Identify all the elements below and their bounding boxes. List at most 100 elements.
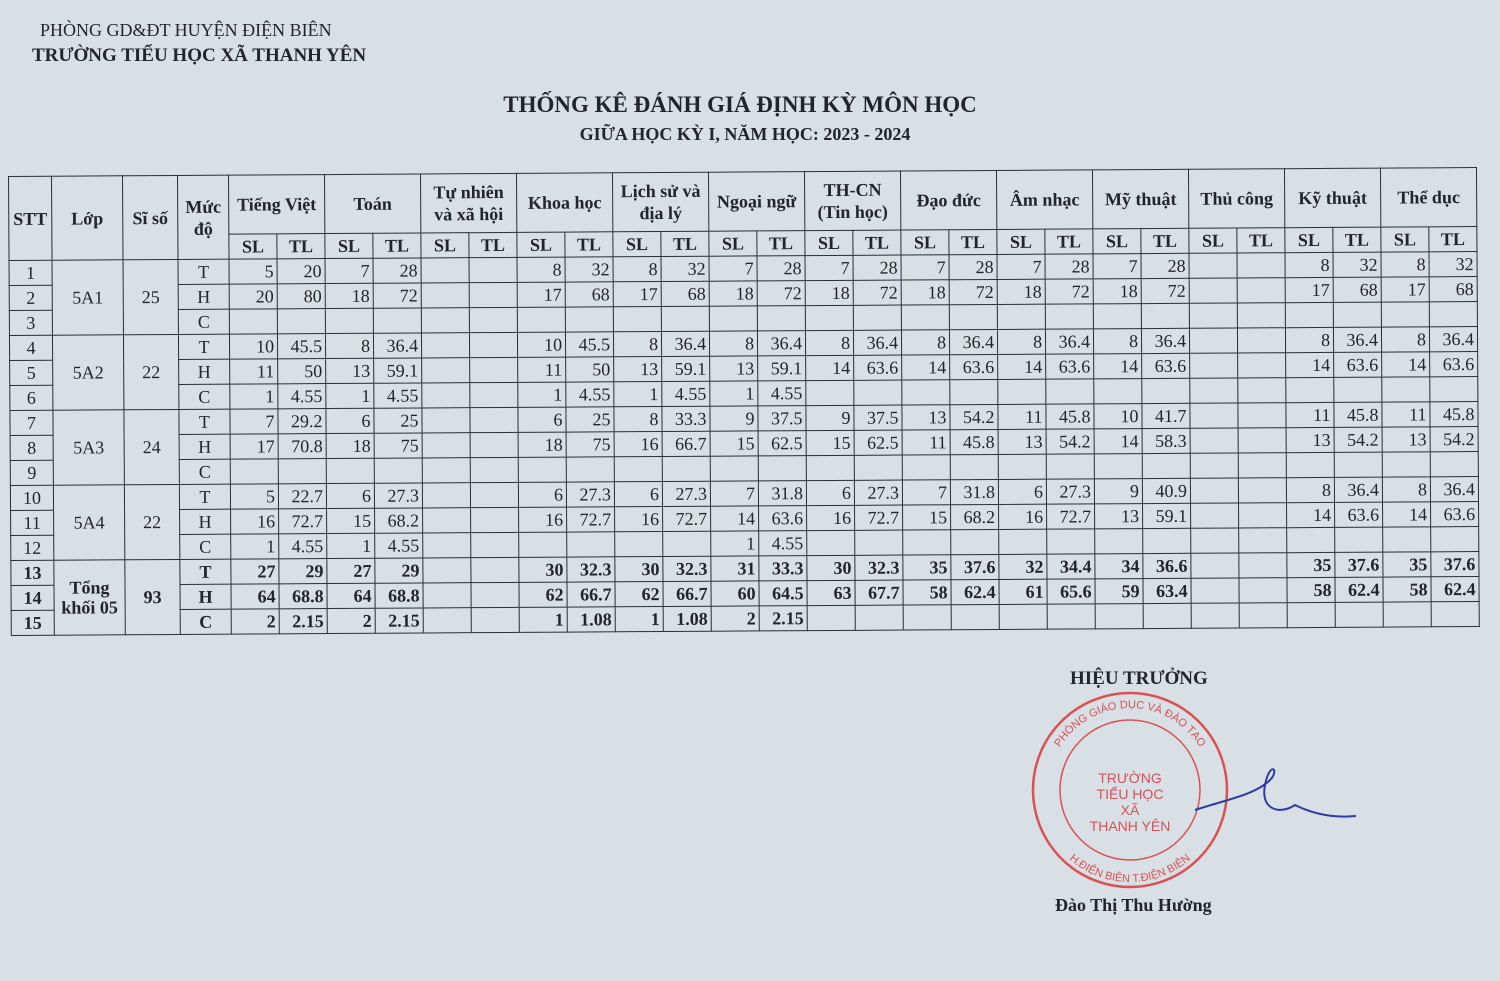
tl-cell: 27.3 — [566, 481, 615, 508]
level: T — [178, 409, 231, 435]
level: C — [179, 459, 231, 485]
tl-cell: 54.2 — [1430, 426, 1479, 452]
sl-cell: 9 — [1094, 478, 1143, 504]
sl-cell: 16 — [806, 505, 855, 531]
sl-cell — [903, 604, 952, 631]
sl-cell — [1094, 528, 1143, 554]
tl-cell — [1429, 376, 1478, 402]
tl-cell: 36.4 — [757, 330, 806, 356]
sl-cell: 13 — [709, 355, 758, 382]
stamp-inner-ring — [1059, 719, 1201, 861]
tl-cell — [1237, 402, 1287, 428]
sl-cell — [422, 557, 471, 583]
tl-cell: 25 — [373, 407, 423, 434]
sl-cell: 16 — [614, 506, 663, 532]
tl-cell: 72 — [373, 282, 422, 309]
sl-cell: 11 — [1285, 402, 1335, 428]
tl-cell — [1238, 502, 1287, 528]
sl-cell: 64 — [326, 583, 376, 609]
tl-header: TL — [660, 231, 710, 257]
subject-header: Tự nhiên và xã hội — [420, 173, 517, 233]
tl-cell: 68.8 — [278, 583, 328, 609]
sl-cell: 14 — [1381, 351, 1430, 378]
tl-cell — [374, 457, 423, 484]
tl-cell: 28 — [373, 257, 422, 284]
tl-cell: 37.5 — [757, 405, 807, 431]
tl-cell: 4.55 — [373, 382, 422, 409]
sl-cell: 17 — [1285, 277, 1334, 303]
tl-cell: 63.6 — [758, 505, 807, 531]
sl-cell — [1383, 601, 1432, 628]
tl-cell: 62.4 — [1334, 577, 1384, 603]
tl-cell — [471, 607, 520, 633]
tl-cell: 72 — [853, 280, 902, 306]
subject-header: Toán — [324, 173, 421, 234]
sl-cell: 1 — [517, 382, 566, 408]
tl-cell — [469, 307, 518, 333]
tl-cell — [1238, 427, 1287, 453]
sl-cell — [421, 357, 470, 383]
sl-cell: 18 — [325, 283, 374, 309]
row-number: 5 — [9, 360, 53, 386]
tl-cell — [757, 305, 806, 331]
tl-cell — [1142, 453, 1191, 479]
sl-cell: 35 — [1382, 551, 1431, 578]
tl-cell: 45.5 — [277, 333, 326, 359]
tl-header: TL — [1140, 228, 1189, 254]
sl-cell — [997, 379, 1046, 405]
tl-cell — [1237, 302, 1286, 328]
principal-name: Đào Thị Thu Hường — [1055, 895, 1212, 915]
sl-cell: 18 — [997, 279, 1046, 305]
tl-cell: 45.8 — [1429, 401, 1479, 427]
sl-cell: 14 — [805, 355, 854, 381]
sl-cell: 13 — [1094, 503, 1143, 529]
row-number: 15 — [11, 610, 55, 636]
sl-cell — [230, 458, 279, 485]
column-header: Sĩ số — [122, 175, 179, 260]
sl-cell: 13 — [1286, 427, 1335, 453]
row-number: 10 — [10, 485, 54, 511]
subject-header: Kỹ thuật — [1284, 168, 1381, 228]
tl-cell: 2.15 — [759, 605, 808, 631]
tl-cell — [1430, 526, 1479, 552]
sl-cell: 16 — [998, 504, 1047, 530]
stamp-center-text: XÃ — [1121, 802, 1140, 818]
sl-cell: 8 — [1285, 327, 1334, 353]
level: T — [178, 334, 230, 360]
sl-cell: 6 — [326, 483, 375, 509]
sl-cell: 14 — [997, 354, 1046, 380]
sl-header: SL — [1092, 228, 1141, 254]
tl-cell: 59.1 — [757, 355, 806, 381]
sl-header: SL — [612, 231, 662, 257]
sl-cell — [422, 432, 471, 458]
tl-cell: 36.6 — [1142, 553, 1191, 579]
sl-cell: 16 — [614, 431, 663, 457]
tl-cell: 45.8 — [950, 429, 999, 455]
sl-cell: 63 — [806, 580, 856, 606]
sl-cell: 7 — [900, 254, 950, 281]
tl-cell: 36.4 — [1045, 328, 1094, 355]
sl-cell: 2 — [327, 608, 376, 634]
level: C — [179, 534, 231, 560]
stamp-ring-bottom-text: H.ĐIỆN BIÊN T.ĐIỆN BIÊN — [1067, 852, 1192, 885]
sl-cell: 7 — [1092, 253, 1142, 279]
sl-cell: 8 — [709, 330, 758, 357]
level: T — [179, 559, 231, 585]
tl-cell: 1.08 — [663, 606, 712, 632]
tl-cell — [1431, 601, 1480, 627]
sl-cell: 1 — [710, 530, 759, 557]
sl-cell: 17 — [517, 282, 566, 308]
sl-cell: 32 — [998, 554, 1047, 580]
tl-cell — [470, 532, 519, 558]
sl-cell: 15 — [902, 504, 951, 531]
sl-cell — [1189, 277, 1238, 304]
sl-cell: 14 — [1382, 501, 1431, 528]
tl-cell — [1334, 527, 1383, 553]
column-header: STT — [8, 176, 53, 261]
tl-cell: 50 — [277, 358, 326, 384]
tl-cell: 68.2 — [950, 504, 999, 530]
tl-cell: 45.8 — [1333, 402, 1383, 428]
stamp-center-text: TIỂU HỌC — [1097, 785, 1164, 802]
tl-cell: 54.2 — [1046, 428, 1095, 455]
statistics-table: STT Lớp Sĩ số Mức độ Tiếng Việt Toán Tự nhiên … — [8, 167, 1480, 636]
